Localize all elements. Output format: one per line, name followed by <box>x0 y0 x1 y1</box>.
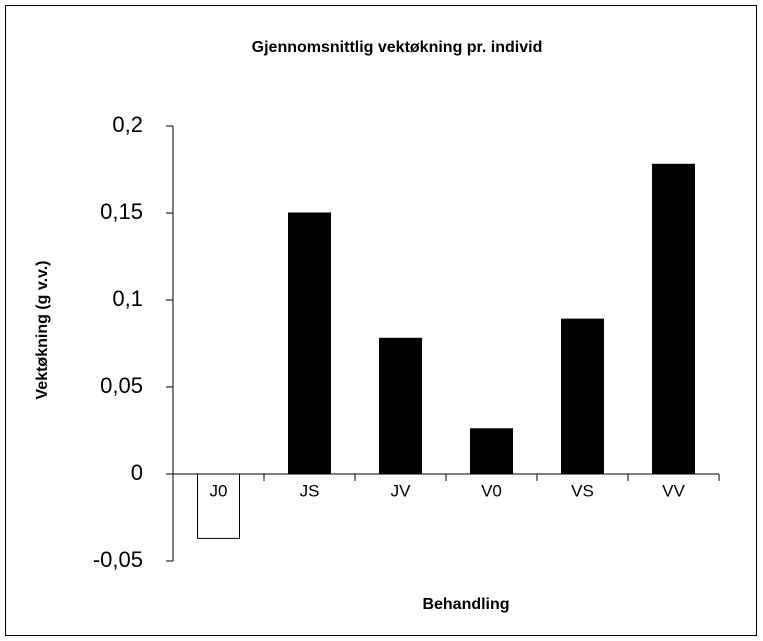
y-tick-label: 0,05 <box>100 373 143 398</box>
y-tick-label: -0,05 <box>93 547 143 572</box>
x-axis-title: Behandling <box>422 596 509 613</box>
y-tick-label: 0,1 <box>112 286 143 311</box>
y-tick-label: 0 <box>131 460 143 485</box>
bar <box>288 212 331 475</box>
x-tick-label: VV <box>662 481 685 500</box>
bar <box>379 337 422 475</box>
x-tick-label: VS <box>571 481 594 500</box>
chart-border <box>5 5 757 636</box>
chart-title: Gjennomsnittlig vektøkning pr. individ <box>252 39 543 56</box>
x-tick-label: JV <box>391 481 412 500</box>
y-tick-label: 0,2 <box>112 112 143 137</box>
bar <box>561 318 604 475</box>
bar <box>652 163 695 475</box>
x-tick-label: V0 <box>481 481 502 500</box>
y-tick-label: 0,15 <box>100 199 143 224</box>
x-tick-label: J0 <box>210 481 228 500</box>
bar <box>470 428 513 475</box>
x-tick-label: JS <box>300 481 320 500</box>
y-axis-title: Vektøkning (g v.v.) <box>34 261 51 400</box>
bar <box>197 473 240 539</box>
